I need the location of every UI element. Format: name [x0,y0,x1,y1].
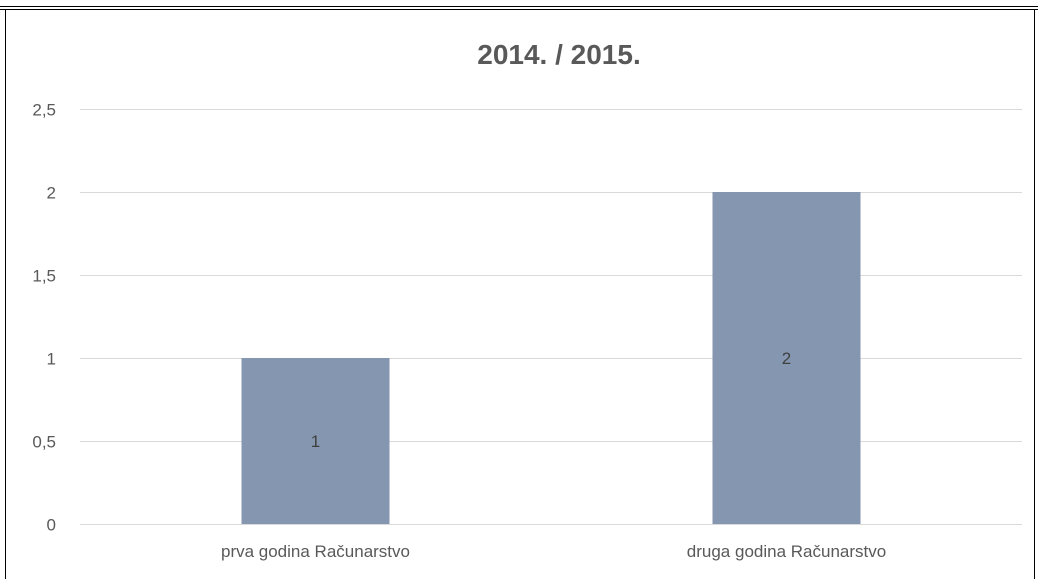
bars: 12 [241,192,861,524]
x-tick-label: prva godina Računarstvo [221,542,410,561]
y-axis-tick-labels: 0 0,5 1 1,5 2 2,5 [32,101,56,535]
chart-title: 2014. / 2015. [477,39,640,70]
y-tick-label: 0 [47,516,56,535]
y-tick-label: 1,5 [32,267,56,286]
y-tick-label: 2 [47,184,56,203]
bar-data-label: 2 [782,349,791,368]
bar-data-label: 1 [311,432,320,451]
x-axis-tick-labels: prva godina Računarstvo druga godina Raču… [221,542,886,561]
y-tick-label: 1 [47,350,56,369]
x-tick-label: druga godina Računarstvo [687,542,886,561]
bar [712,192,861,524]
y-tick-label: 2,5 [32,101,56,120]
gridlines [80,109,1022,525]
y-tick-label: 0,5 [32,433,56,452]
bar [241,358,390,524]
